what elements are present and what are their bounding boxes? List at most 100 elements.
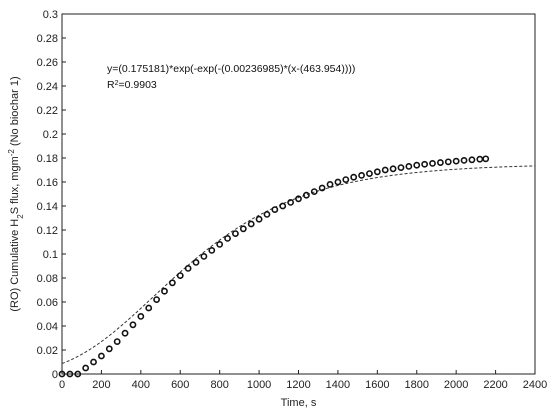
r-squared-value: =0.9903	[119, 79, 157, 91]
y-axis-label-part-2: S flux, mgm	[9, 156, 21, 214]
data-point	[192, 258, 200, 266]
x-tick-label: 2000	[444, 379, 468, 391]
fit-curve	[61, 165, 536, 365]
x-tick-label: 2200	[483, 379, 507, 391]
data-point	[460, 156, 468, 164]
x-axis-ticks: 0 200 400 600 800 1000 1200 1400 1600 1800 2000 220…	[59, 370, 547, 391]
data-point	[389, 165, 397, 173]
data-point	[310, 188, 318, 195]
data-point	[184, 264, 192, 272]
y-tick-label: 0.18	[37, 153, 58, 165]
y-axis-label-part-1: (RO) Cumulative H	[9, 219, 21, 312]
data-point	[302, 191, 310, 199]
y-tick-label: 0.08	[37, 273, 58, 285]
x-tick-label: 400	[132, 379, 150, 391]
data-point	[334, 178, 342, 186]
y-axis-ticks: 0 0.02 0.04 0.06 0.08 0.1 0.12 0.14 0.16 0.18 0.2 0…	[37, 9, 66, 381]
data-point	[200, 252, 208, 260]
data-point	[145, 304, 153, 312]
y-tick-label: 0.1	[43, 249, 58, 261]
y-tick-label: 0.04	[37, 321, 58, 333]
r-squared: R2=0.9903	[107, 79, 157, 91]
data-point	[208, 246, 216, 254]
y-tick-label: 0.14	[37, 201, 58, 213]
data-point	[161, 287, 168, 295]
data-point	[105, 345, 113, 353]
data-point	[121, 329, 129, 337]
data-point	[468, 156, 476, 164]
data-point	[358, 171, 365, 179]
y-tick-label: 0.26	[37, 57, 58, 69]
y-tick-label: 0.2	[43, 129, 58, 141]
data-point	[405, 162, 413, 170]
data-point	[129, 321, 137, 329]
data-point	[176, 272, 184, 279]
data-point	[326, 180, 334, 188]
data-point	[239, 225, 247, 233]
y-tick-label: 0.12	[37, 225, 58, 237]
data-point	[381, 166, 389, 174]
data-point	[413, 161, 421, 169]
data-point	[373, 168, 381, 176]
y-tick-label: 0.06	[37, 297, 58, 309]
data-point	[271, 206, 279, 213]
y-tick-label: 0	[52, 369, 58, 381]
data-point	[153, 296, 160, 303]
fit-equation: y=(0.175181)*exp(-exp(-(0.00236985)*(x-(…	[107, 63, 355, 75]
y-axis-label: (RO) Cumulative H2S flux, mgm-2 (No bioc…	[7, 76, 25, 311]
data-point	[216, 240, 224, 248]
data-point	[247, 220, 255, 228]
x-tick-label: 1600	[365, 379, 389, 391]
x-tick-label: 2400	[523, 379, 547, 391]
data-point	[482, 155, 490, 163]
r-squared-sup: 2	[115, 80, 119, 87]
data-point	[287, 198, 295, 206]
x-tick-label: 1400	[326, 379, 350, 391]
y-tick-label: 0.24	[37, 81, 58, 93]
data-point	[476, 155, 484, 163]
y-axis-label-part-3: (No biochar 1)	[9, 76, 21, 149]
data-point	[429, 159, 436, 167]
data-point	[295, 195, 302, 203]
y-tick-label: 0.3	[43, 9, 58, 21]
y-tick-label: 0.28	[37, 33, 58, 45]
y-axis-label-sup: -2	[7, 149, 16, 157]
data-point	[421, 160, 429, 168]
data-point	[98, 352, 105, 360]
y-tick-label: 0.22	[37, 105, 58, 117]
y-tick-label: 0.02	[37, 345, 58, 357]
x-tick-label: 200	[92, 379, 110, 391]
data-points	[58, 155, 490, 378]
data-point	[168, 279, 176, 287]
data-point	[263, 210, 271, 218]
data-point	[224, 234, 231, 242]
data-point	[255, 215, 263, 223]
data-point	[74, 370, 82, 378]
data-point	[444, 158, 452, 166]
x-tick-label: 1000	[247, 379, 271, 391]
r-squared-prefix: R	[107, 79, 115, 91]
data-point	[137, 312, 145, 320]
y-tick-label: 0.16	[37, 177, 58, 189]
data-point	[58, 370, 66, 378]
x-axis-label: Time, s	[281, 397, 317, 409]
x-tick-label: 0	[59, 379, 65, 391]
x-tick-label: 1200	[286, 379, 310, 391]
data-point	[452, 157, 460, 165]
data-point	[66, 370, 74, 378]
data-point	[342, 176, 350, 183]
data-point	[366, 170, 373, 177]
data-point	[436, 159, 444, 166]
data-point	[90, 358, 97, 366]
data-point	[82, 364, 90, 372]
data-point	[279, 202, 287, 210]
data-point	[397, 164, 405, 171]
data-point	[113, 338, 121, 345]
data-point	[232, 230, 239, 237]
x-tick-label: 1800	[405, 379, 429, 391]
data-point	[318, 184, 326, 192]
data-point	[350, 173, 358, 181]
y-axis-label-sub: 2	[16, 214, 25, 219]
x-tick-label: 800	[210, 379, 228, 391]
